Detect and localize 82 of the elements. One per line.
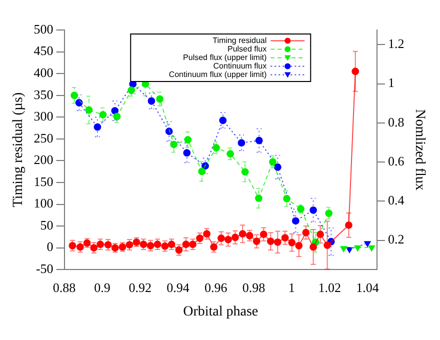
y2-tick-label: 0.6 bbox=[388, 153, 405, 168]
y-tick-label: 0 bbox=[46, 239, 54, 254]
point bbox=[111, 107, 119, 114]
point bbox=[217, 234, 225, 242]
y-axis-title: Timing residual (µs) bbox=[11, 92, 26, 208]
legend-label: Continuum flux bbox=[213, 61, 267, 70]
point bbox=[269, 158, 276, 166]
y2-tick-label: 0.2 bbox=[388, 232, 404, 247]
x-tick-label: 1.02 bbox=[318, 280, 341, 295]
y-tick-label: 100 bbox=[34, 196, 54, 211]
x-tick-label: 0.98 bbox=[242, 280, 266, 295]
point bbox=[324, 242, 332, 249]
y-tick-label: 250 bbox=[34, 130, 54, 146]
point bbox=[292, 217, 300, 225]
point bbox=[252, 238, 260, 245]
legend-label: Pulsed flux bbox=[227, 44, 267, 54]
point bbox=[310, 243, 317, 251]
point bbox=[183, 149, 191, 157]
point bbox=[212, 144, 220, 152]
point bbox=[241, 168, 249, 176]
point bbox=[182, 240, 190, 248]
point bbox=[113, 112, 121, 120]
point bbox=[70, 92, 78, 100]
y-tick-label: 400 bbox=[34, 64, 54, 80]
y-tick-label: 50 bbox=[40, 217, 54, 232]
point bbox=[340, 246, 347, 252]
point bbox=[354, 245, 361, 252]
point bbox=[238, 139, 246, 147]
point bbox=[232, 234, 239, 242]
point bbox=[156, 95, 164, 103]
point bbox=[94, 123, 102, 131]
point bbox=[128, 86, 136, 94]
point bbox=[266, 238, 274, 245]
y-tick-label: 200 bbox=[34, 152, 54, 168]
point bbox=[325, 210, 333, 217]
y-tick-label: -50 bbox=[36, 261, 54, 276]
point bbox=[255, 136, 263, 144]
x-tick-label: 0.92 bbox=[128, 280, 152, 295]
x-tick-label: 0.96 bbox=[204, 280, 228, 295]
point bbox=[238, 230, 246, 238]
point bbox=[99, 110, 107, 118]
legend-label: Continuum flux (upper limit) bbox=[168, 70, 267, 79]
point bbox=[274, 163, 282, 171]
point bbox=[310, 206, 317, 214]
point bbox=[226, 150, 234, 158]
point bbox=[170, 140, 178, 148]
point bbox=[85, 106, 93, 114]
y-tick-label: 500 bbox=[34, 21, 54, 36]
y-tick-label: 450 bbox=[34, 43, 54, 58]
x-tick-label: 0.9 bbox=[94, 280, 110, 295]
point bbox=[288, 238, 296, 246]
point bbox=[368, 245, 375, 252]
y2-axis-title: Nomlized flux bbox=[412, 109, 427, 190]
y2-tick-label: 1 bbox=[388, 75, 394, 90]
point bbox=[219, 116, 227, 124]
point bbox=[283, 194, 290, 202]
point bbox=[255, 194, 262, 202]
y2-tick-label: 1.2 bbox=[388, 36, 404, 52]
point bbox=[302, 228, 310, 236]
point bbox=[274, 238, 282, 246]
y-tick-label: 350 bbox=[34, 86, 54, 102]
point bbox=[184, 136, 192, 144]
point bbox=[148, 97, 156, 105]
legend-label: Timing residual bbox=[212, 36, 267, 45]
point bbox=[260, 230, 268, 238]
y2-tick-label: 0.4 bbox=[388, 192, 405, 208]
legend-label: Pulsed flux (upper limit) bbox=[183, 52, 267, 62]
point bbox=[316, 230, 324, 238]
point bbox=[281, 234, 289, 242]
x-tick-label: 1 bbox=[288, 280, 295, 295]
point bbox=[224, 236, 232, 244]
point bbox=[352, 68, 360, 76]
y2-tick-label: 0.8 bbox=[388, 114, 404, 130]
point bbox=[198, 168, 206, 176]
x-tick-label: 0.94 bbox=[166, 280, 190, 295]
y-tick-label: 150 bbox=[34, 174, 54, 189]
x-tick-label: 0.88 bbox=[52, 280, 76, 295]
x-axis-title: Orbital phase bbox=[183, 304, 258, 320]
x-tick-label: 1.04 bbox=[356, 280, 380, 295]
point bbox=[345, 221, 352, 229]
point bbox=[295, 242, 303, 250]
y-tick-label: 300 bbox=[34, 108, 54, 124]
